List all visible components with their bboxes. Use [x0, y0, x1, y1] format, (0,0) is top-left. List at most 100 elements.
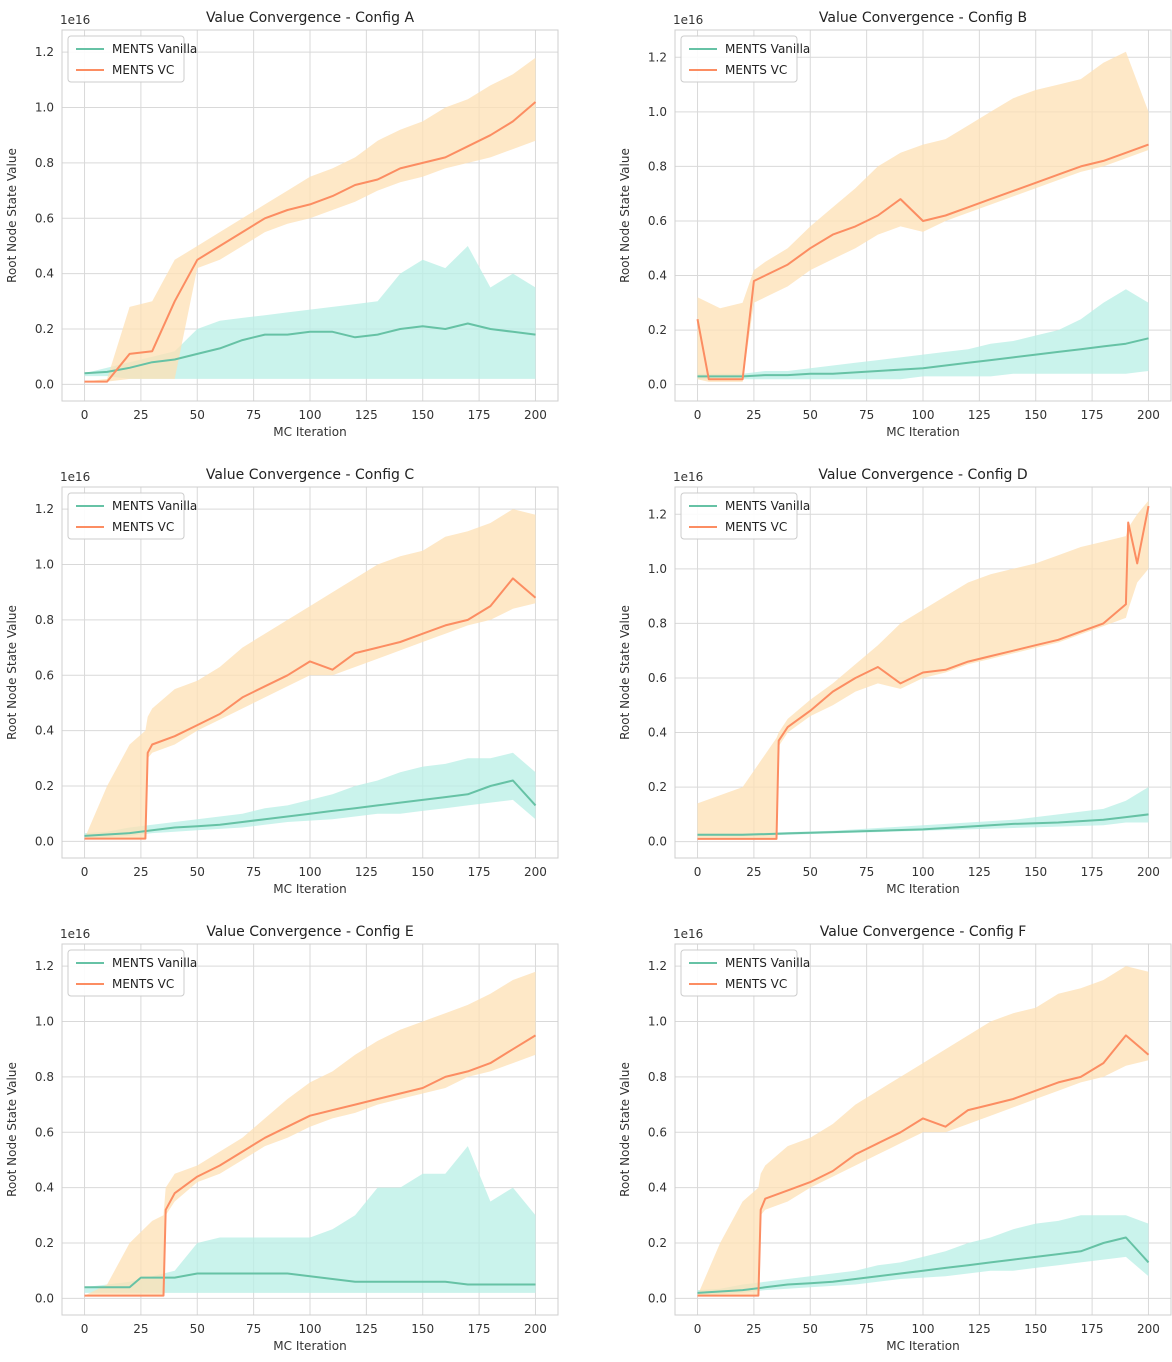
legend: MENTS Vanilla MENTS VC: [68, 36, 197, 82]
y-tick-label: 0.8: [35, 156, 54, 170]
x-tick-label: 0: [81, 865, 89, 879]
y-tick-label: 1.0: [648, 1015, 667, 1029]
y-tick-label: 0.6: [648, 671, 667, 685]
x-tick-label: 25: [133, 1322, 148, 1336]
x-tick-label: 150: [1024, 408, 1047, 422]
x-tick-label: 200: [524, 865, 547, 879]
y-axis-label: Root Node State Value: [5, 1062, 19, 1197]
x-tick-label: 175: [468, 1322, 491, 1336]
y-tick-label: 0.4: [648, 726, 667, 740]
y-tick-label: 1.2: [648, 959, 667, 973]
x-tick-label: 100: [912, 865, 935, 879]
x-tick-label: 125: [968, 865, 991, 879]
legend-label-vanilla: MENTS Vanilla: [725, 499, 810, 513]
legend-label-vanilla: MENTS Vanilla: [725, 956, 810, 970]
legend: MENTS Vanilla MENTS VC: [681, 36, 810, 82]
y-tick-label: 1.0: [648, 562, 667, 576]
y-tick-label: 0.4: [35, 1181, 54, 1195]
y-axis-label: Root Node State Value: [5, 148, 19, 283]
x-axis-label: MC Iteration: [886, 425, 959, 439]
chart-panel-5: 0 25 50 75 100 125 150 175 200 0.0 0.2 0.4 0.6 0.8 1.0…: [5, 924, 558, 1353]
x-axis-label: MC Iteration: [273, 425, 346, 439]
x-tick-label: 150: [411, 408, 434, 422]
y-tick-label: 0.0: [35, 377, 54, 391]
x-tick-label: 75: [859, 865, 874, 879]
chart-title: Value Convergence - Config F: [820, 924, 1027, 940]
chart-panel-1: 0 25 50 75 100 125 150 175 200 0.0 0.2 0.4 0.6 0.8 1.0…: [5, 10, 558, 439]
y-tick-label: 1.0: [35, 1015, 54, 1029]
y-scale-label: 1e16: [673, 13, 703, 27]
x-tick-label: 150: [1024, 865, 1047, 879]
legend-label-vc: MENTS VC: [725, 63, 787, 77]
y-tick-label: 1.2: [648, 50, 667, 64]
y-tick-label: 0.2: [35, 322, 54, 336]
x-tick-label: 75: [246, 408, 261, 422]
x-tick-label: 200: [1137, 1322, 1160, 1336]
x-tick-label: 125: [355, 408, 378, 422]
x-tick-label: 100: [299, 865, 322, 879]
y-scale-label: 1e16: [673, 470, 703, 484]
x-axis-label: MC Iteration: [273, 882, 346, 896]
y-tick-label: 0.6: [35, 211, 54, 225]
y-scale-label: 1e16: [60, 13, 90, 27]
x-tick-label: 100: [299, 408, 322, 422]
x-tick-label: 175: [468, 408, 491, 422]
y-tick-label: 0.4: [648, 1181, 667, 1195]
x-tick-label: 50: [803, 865, 818, 879]
chart-panel-6: 0 25 50 75 100 125 150 175 200 0.0 0.2 0.4 0.6 0.8 1.0…: [618, 924, 1171, 1353]
y-tick-label: 1.0: [648, 105, 667, 119]
x-tick-label: 0: [81, 408, 89, 422]
x-tick-label: 125: [355, 865, 378, 879]
y-tick-label: 0.2: [35, 1236, 54, 1250]
x-tick-label: 75: [859, 408, 874, 422]
x-tick-label: 175: [1081, 408, 1104, 422]
y-tick-label: 0.0: [648, 1291, 667, 1305]
y-tick-label: 0.2: [35, 779, 54, 793]
chart-title: Value Convergence - Config E: [206, 924, 413, 940]
x-tick-label: 75: [246, 865, 261, 879]
x-tick-label: 50: [803, 408, 818, 422]
y-tick-label: 1.0: [35, 101, 54, 115]
y-axis-label: Root Node State Value: [5, 605, 19, 740]
y-tick-label: 0.2: [648, 1236, 667, 1250]
y-axis-label: Root Node State Value: [618, 1062, 632, 1197]
chart-panel-4: 0 25 50 75 100 125 150 175 2000.00.20.40.60.81.0…: [618, 467, 1171, 896]
chart-panel-2: 0 25 50 75 100 125 150 175 2000.00.20.40.60.81.0…: [618, 10, 1171, 439]
y-tick-label: 0.4: [35, 267, 54, 281]
x-tick-label: 25: [746, 408, 761, 422]
y-tick-label: 1.2: [35, 502, 54, 516]
chart-panel-3: 0 25 50 75 100 125 150 175 2000.00.20.40.60.81.0…: [5, 467, 558, 896]
x-tick-label: 100: [912, 408, 935, 422]
y-tick-label: 0.8: [648, 159, 667, 173]
x-tick-label: 25: [133, 865, 148, 879]
y-tick-label: 0.0: [35, 834, 54, 848]
y-tick-label: 0.8: [35, 1070, 54, 1084]
chart-title: Value Convergence - Config D: [818, 467, 1027, 483]
legend-label-vc: MENTS VC: [725, 977, 787, 991]
y-tick-label: 1.2: [35, 959, 54, 973]
x-tick-label: 100: [912, 1322, 935, 1336]
x-tick-label: 25: [133, 408, 148, 422]
x-tick-label: 150: [1024, 1322, 1047, 1336]
legend-label-vanilla: MENTS Vanilla: [112, 42, 197, 56]
y-tick-label: 0.0: [35, 1291, 54, 1305]
x-tick-label: 175: [468, 865, 491, 879]
y-tick-label: 0.2: [648, 780, 667, 794]
legend: MENTS Vanilla MENTS VC: [681, 950, 810, 996]
y-tick-label: 0.0: [648, 378, 667, 392]
x-tick-label: 125: [968, 1322, 991, 1336]
x-tick-label: 50: [803, 1322, 818, 1336]
legend: MENTS Vanilla MENTS VC: [68, 493, 197, 539]
y-tick-label: 0.8: [648, 616, 667, 630]
x-tick-label: 200: [1137, 408, 1160, 422]
chart-title: Value Convergence - Config C: [206, 467, 415, 483]
legend: MENTS Vanilla MENTS VC: [681, 493, 810, 539]
x-tick-label: 0: [694, 1322, 702, 1336]
legend-label-vanilla: MENTS Vanilla: [112, 499, 197, 513]
x-tick-label: 175: [1081, 865, 1104, 879]
y-tick-label: 0.0: [648, 835, 667, 849]
y-tick-label: 0.6: [648, 214, 667, 228]
y-tick-label: 0.4: [648, 269, 667, 283]
legend-label-vc: MENTS VC: [725, 520, 787, 534]
chart-title: Value Convergence - Config A: [206, 10, 415, 26]
